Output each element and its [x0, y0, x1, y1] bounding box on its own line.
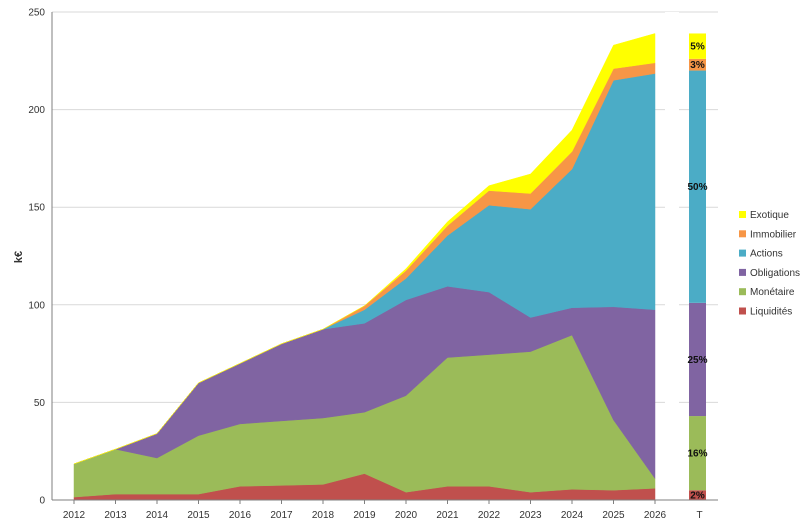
y-tick-label: 100: [28, 300, 45, 311]
x-tick-label: 2019: [353, 510, 376, 521]
total-bar-pct-label: 16%: [687, 449, 707, 460]
y-tick-label: 0: [39, 496, 45, 507]
y-tick-label: 150: [28, 203, 45, 214]
legend-swatch: [739, 268, 746, 276]
axes: 0 50 100 150 200 250 2012 2013 2014 2015 2016 2017 2…: [13, 8, 718, 521]
total-bar-pct-label: 50%: [687, 182, 707, 193]
x-tick-label: 2012: [63, 510, 86, 521]
legend-label: Monétaire: [750, 287, 795, 298]
legend-label: Immobilier: [750, 229, 797, 240]
x-tick-label: 2025: [602, 510, 625, 521]
legend: Exotique Immobilier Actions Obligations Moné…: [739, 210, 800, 318]
x-tick-label: 2014: [146, 510, 169, 521]
x-tick-label: 2021: [436, 510, 459, 521]
x-tick-label: 2013: [104, 510, 127, 521]
total-bar-segment: [689, 70, 706, 303]
x-tick-label: 2016: [229, 510, 252, 521]
total-bar-segment: [689, 58, 706, 71]
x-tick-label: 2020: [395, 510, 418, 521]
bar-gap: [665, 12, 679, 500]
legend-label: Exotique: [750, 210, 789, 221]
x-tick-label: 2026: [644, 510, 667, 521]
y-tick-label: 200: [28, 105, 45, 116]
y-tick-label: 250: [28, 8, 45, 19]
x-tick-label: 2018: [312, 510, 335, 521]
legend-swatch: [739, 230, 746, 238]
total-bar-segment: [689, 490, 706, 500]
total-bar-pct-label: 3%: [690, 60, 705, 71]
legend-label: Liquidités: [750, 307, 792, 318]
y-axis-title: k€: [13, 251, 25, 263]
total-bar-segment: [689, 302, 706, 417]
x-tick-label: 2024: [561, 510, 584, 521]
total-bar-pct-label: 5%: [690, 42, 705, 53]
area-exotique: [73, 33, 656, 465]
total-bar-segment: [689, 33, 706, 59]
legend-swatch: [739, 288, 746, 296]
total-bar-pct-label: 2%: [690, 491, 705, 502]
total-bar: 2% 16% 25% 50% 3% 5%: [687, 33, 708, 502]
total-bar-pct-label: 25%: [687, 355, 707, 366]
legend-swatch: [739, 249, 746, 257]
x-tick-label: 2022: [478, 510, 501, 521]
legend-label: Obligations: [750, 268, 800, 279]
x-tick-label: 2017: [270, 510, 293, 521]
legend-swatch: [739, 211, 746, 218]
x-tick-label: 2023: [519, 510, 542, 521]
total-bar-segment: [689, 416, 706, 491]
y-tick-label: 50: [34, 398, 46, 409]
x-tick-label: 2015: [187, 510, 210, 521]
legend-swatch: [739, 307, 746, 315]
x-tick-label-total: T: [696, 510, 702, 521]
legend-label: Actions: [750, 249, 783, 260]
